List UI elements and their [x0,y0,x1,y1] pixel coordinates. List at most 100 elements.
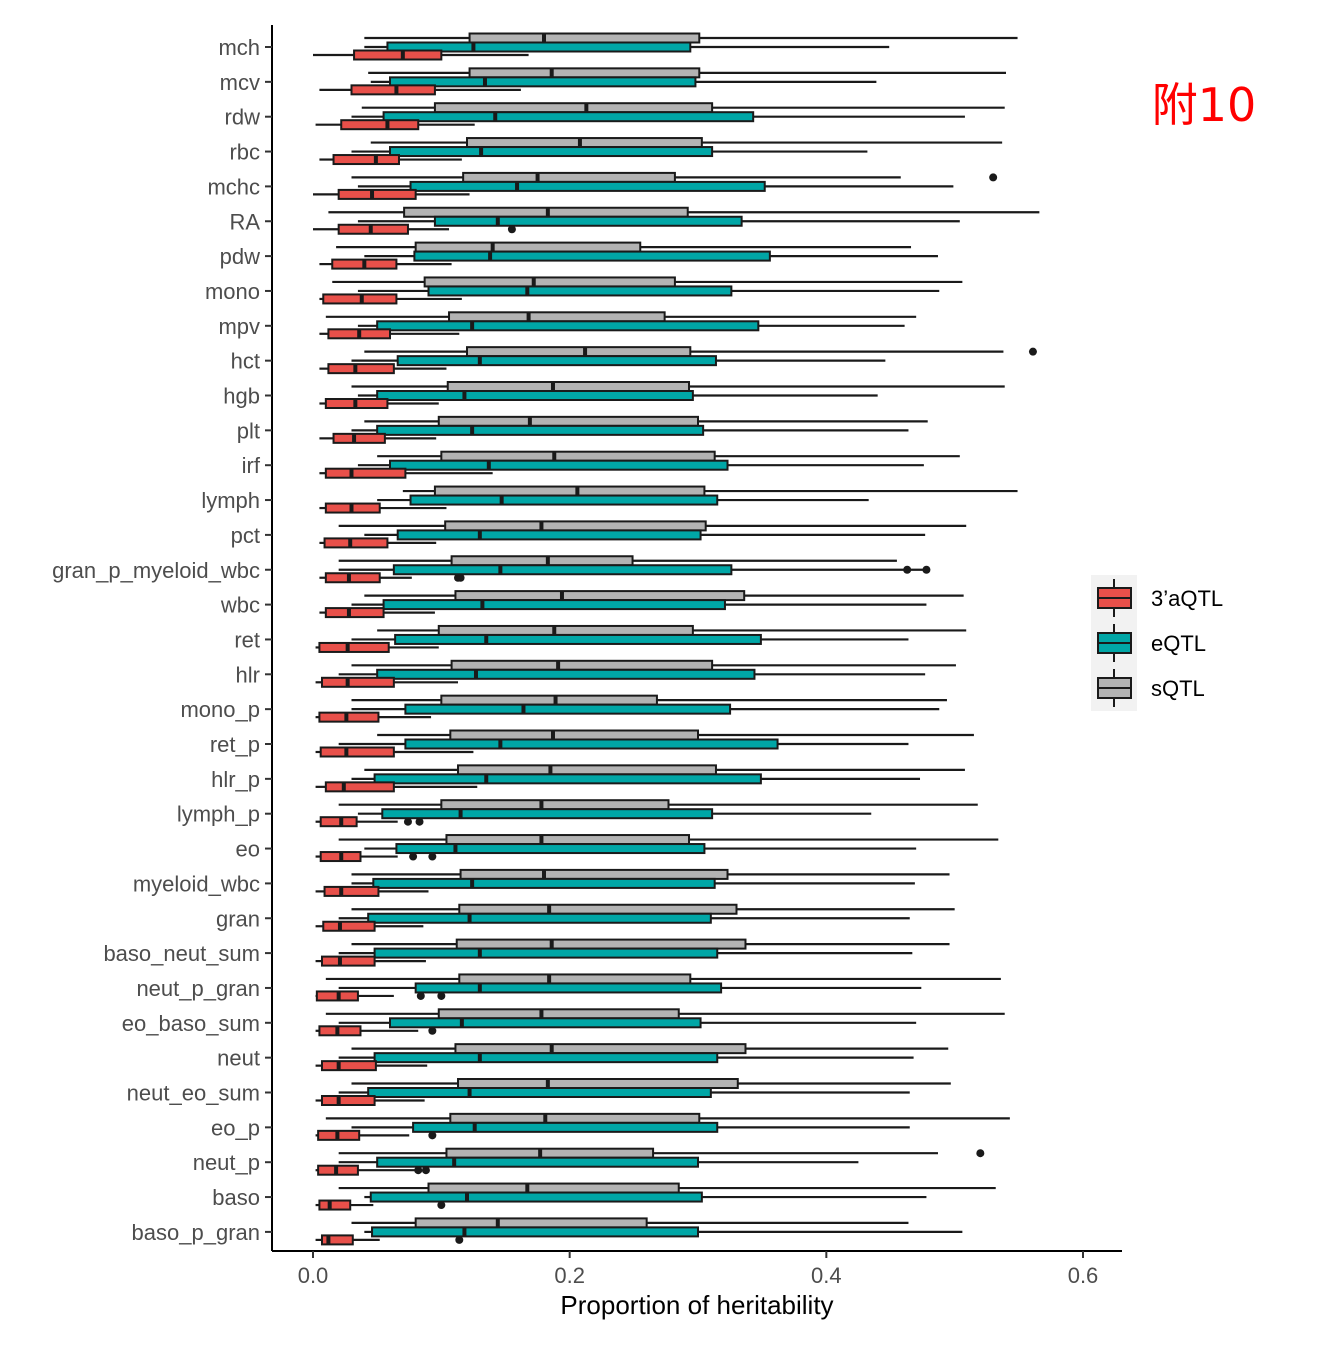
box-eqtl [370,76,877,88]
box-iqr [423,276,676,288]
box-iqr [440,450,716,462]
box-iqr [324,572,381,584]
box-aqtl [315,920,424,932]
box-aqtl [315,676,459,688]
box-iqr [381,808,714,820]
box-iqr [324,607,385,619]
outlier-point [428,1131,437,1140]
box-iqr [320,1095,376,1106]
box-iqr [445,1147,655,1159]
box-sqtl [364,346,1004,358]
box-sqtl [364,590,964,602]
box-eqtl [351,424,909,436]
y-tick-label: RA [229,209,260,234]
y-tick-label: lymph [201,488,260,513]
box-aqtl [319,432,437,444]
box-sqtl [325,1008,1005,1020]
outlier-point [456,573,465,582]
box-sqtl [370,137,1003,149]
box-eqtl [338,738,909,750]
y-tick-label: lymph_p [177,802,260,827]
box-eqtl [357,808,872,820]
box-sqtl [332,276,963,288]
box-sqtl [377,624,967,636]
box-eqtl [364,529,926,541]
box-aqtl [319,398,439,409]
y-tick-label: myeloid_wbc [133,871,260,896]
box-iqr [382,111,755,123]
box-iqr [389,459,729,471]
box-iqr [404,703,732,715]
outlier-point [903,565,912,574]
box-iqr [414,982,723,994]
box-iqr [320,1060,377,1072]
box-iqr [437,415,699,427]
box-eqtl [364,41,890,53]
box-eqtl [357,320,905,332]
box-iqr [396,529,702,541]
box-iqr [376,1156,699,1168]
y-tick-label: ret [234,627,260,652]
y-tick-label: neut_eo_sum [127,1081,260,1106]
outlier-point [1028,347,1037,356]
box-iqr [433,215,743,227]
box-eqtl [364,250,938,262]
annotation-label: 附10 [1152,78,1257,132]
y-tick-label: neut_p_gran [136,976,260,1001]
box-aqtl [319,607,435,619]
y-tick-label: mch [218,35,260,60]
box-aqtl [313,223,450,235]
x-tick-label: 0.2 [554,1263,585,1288]
box-iqr [445,834,691,846]
box-sqtl [338,799,978,811]
box-iqr [433,102,714,114]
box-sqtl [364,32,1018,44]
box-sqtl [351,1078,951,1089]
box-iqr [455,938,747,950]
box-eqtl [357,390,878,401]
box-iqr [337,188,417,200]
box-iqr [372,877,716,889]
y-tick-label: eo [236,837,260,862]
box-aqtl [319,293,462,305]
box-eqtl [351,633,909,645]
outlier-point [976,1149,985,1158]
x-tick-label: 0.0 [298,1263,329,1288]
x-axis: 0.0 0.2 0.4 0.6 [272,1250,1122,1288]
box-iqr [332,432,386,444]
box-sqtl [351,903,955,915]
box-iqr [373,947,719,959]
box-iqr [427,1182,680,1194]
outlier-point [416,991,425,1000]
box-iqr [389,1017,702,1029]
box-sqtl [364,415,928,427]
outlier-point [428,852,437,861]
outlier-point [403,817,412,826]
box-iqr [320,955,376,967]
box-sqtl [338,520,967,532]
box-iqr [376,320,760,332]
box-eqtl [338,1052,914,1064]
box-iqr [450,659,714,671]
box-sqtl [336,241,912,253]
box-iqr [440,799,670,811]
box-iqr [450,555,634,567]
box-sqtl [338,1182,996,1194]
box-iqr [376,424,705,436]
y-tick-label: mcv [220,70,260,95]
box-iqr [367,1087,712,1098]
box-iqr [448,311,666,323]
box-aqtl [319,467,493,479]
y-tick-label: plt [237,418,260,443]
box-iqr [318,1025,362,1037]
box-sqtl [351,694,947,706]
box-iqr [446,381,691,392]
box-iqr [389,76,697,88]
box-eqtl [338,668,926,680]
x-tick-label: 0.6 [1068,1263,1099,1288]
box-sqtl [325,973,1001,985]
box-iqr [371,1226,699,1238]
box-aqtl [315,1164,421,1176]
box-iqr [353,49,443,61]
box-iqr [454,1043,747,1055]
